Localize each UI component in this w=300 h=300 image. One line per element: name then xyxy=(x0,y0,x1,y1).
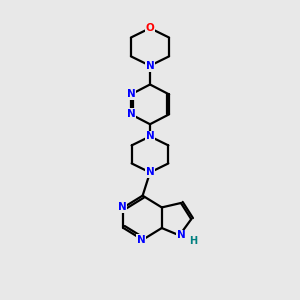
Text: N: N xyxy=(127,89,135,99)
Text: N: N xyxy=(176,230,185,240)
Text: N: N xyxy=(118,202,126,212)
Text: N: N xyxy=(137,235,146,245)
Text: N: N xyxy=(146,167,154,177)
Text: O: O xyxy=(146,23,154,33)
Text: H: H xyxy=(189,236,197,246)
Text: N: N xyxy=(146,61,154,71)
Text: N: N xyxy=(127,109,135,119)
Text: N: N xyxy=(146,131,154,141)
